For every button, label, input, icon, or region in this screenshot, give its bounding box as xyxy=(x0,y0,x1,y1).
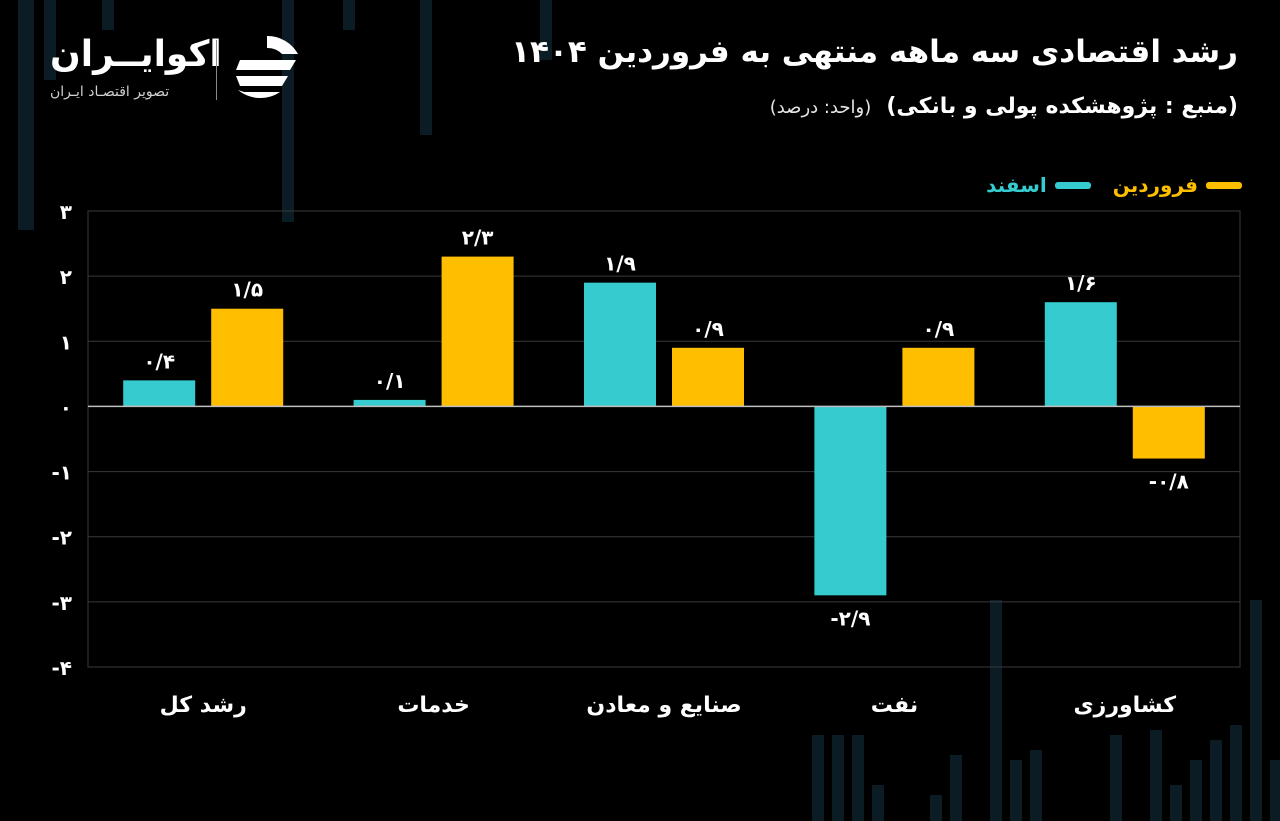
logo-divider xyxy=(216,40,217,100)
x-category-label: خدمات xyxy=(397,693,470,718)
y-tick-label: ۳ xyxy=(60,200,72,224)
data-label: ۰/۹ xyxy=(692,317,724,341)
deco-bar xyxy=(343,0,355,30)
deco-bar xyxy=(852,735,864,821)
deco-bar xyxy=(1250,600,1262,821)
deco-bar xyxy=(44,0,56,80)
deco-bar xyxy=(1010,760,1022,821)
legend-item-farvardin: فروردین xyxy=(1113,173,1242,197)
deco-bar xyxy=(1110,735,1122,821)
brand-tagline: تصویر اقتصـاد ایـران xyxy=(50,84,170,100)
data-label: ۱/۹ xyxy=(604,252,636,276)
brand-mark-icon xyxy=(236,35,298,99)
deco-bar xyxy=(1030,750,1042,821)
data-label: ۰/۹ xyxy=(923,317,955,341)
data-label: ۱/۵ xyxy=(231,278,263,302)
x-category-label: صنایع و معادن xyxy=(586,693,741,718)
deco-bar xyxy=(1170,785,1182,821)
y-tick-label: ۱ xyxy=(60,330,72,354)
legend-label-esfand: اسفند xyxy=(986,173,1047,197)
y-tick-label: -۴ xyxy=(51,656,72,680)
bar-farvardin xyxy=(1132,406,1205,459)
chart-title: رشد اقتصادی سه ماهه منتهی به فروردین ۱۴۰… xyxy=(511,34,1238,70)
deco-bar xyxy=(950,755,962,821)
legend-swatch-farvardin xyxy=(1206,181,1242,189)
deco-bar xyxy=(18,0,34,230)
bar-esfand xyxy=(123,380,196,407)
bar-farvardin xyxy=(441,256,514,407)
data-label: ۲/۳ xyxy=(462,226,494,250)
subtitle-row: (منبع : پژوهشکده پولی و بانکی) (واحد: در… xyxy=(770,94,1238,119)
bar-farvardin xyxy=(902,347,975,407)
bar-esfand xyxy=(814,406,887,596)
source-text: (منبع : پژوهشکده پولی و بانکی) xyxy=(886,94,1238,119)
data-label: ۰/۱ xyxy=(374,369,406,393)
deco-bar xyxy=(1150,730,1162,821)
deco-bar xyxy=(420,0,432,135)
legend: فروردین اسفند xyxy=(986,173,1242,197)
legend-item-esfand: اسفند xyxy=(986,173,1091,197)
bar-esfand xyxy=(353,399,426,407)
data-label: ۰/۴ xyxy=(143,349,175,373)
x-category-label: نفت xyxy=(871,693,918,718)
deco-bar xyxy=(1230,725,1242,821)
y-tick-label: ۰ xyxy=(60,395,72,419)
deco-bar xyxy=(812,735,824,821)
deco-bar xyxy=(872,785,884,821)
bar-esfand xyxy=(584,282,656,407)
y-tick-label: -۲ xyxy=(51,526,72,550)
x-category-label: کشاورزی xyxy=(1073,693,1176,718)
y-tick-label: -۱ xyxy=(51,461,72,485)
bar-esfand xyxy=(1044,302,1117,407)
brand-logo: اکوایــران تصویر اقتصـاد ایـران xyxy=(50,34,315,109)
deco-bar xyxy=(1210,740,1222,821)
bar-farvardin xyxy=(672,347,744,407)
legend-label-farvardin: فروردین xyxy=(1112,173,1198,197)
deco-bar xyxy=(832,735,844,821)
deco-bar xyxy=(930,795,942,821)
data-label: -۲/۹ xyxy=(830,606,870,630)
deco-bar xyxy=(282,0,294,222)
y-tick-label: ۲ xyxy=(60,265,72,289)
x-category-label: رشد کل xyxy=(160,693,247,718)
data-label: ۱/۶ xyxy=(1065,271,1097,295)
data-label: -۰/۸ xyxy=(1149,470,1189,494)
deco-bar xyxy=(1270,760,1280,821)
deco-bar xyxy=(990,600,1002,821)
unit-text: (واحد: درصد) xyxy=(769,97,872,118)
brand-name: اکوایــران xyxy=(50,34,222,75)
y-tick-label: -۳ xyxy=(51,591,72,615)
legend-swatch-esfand xyxy=(1054,181,1091,189)
deco-bar xyxy=(1190,760,1202,821)
deco-bar xyxy=(102,0,114,30)
bar-farvardin xyxy=(211,308,284,407)
deco-bar xyxy=(540,0,552,60)
